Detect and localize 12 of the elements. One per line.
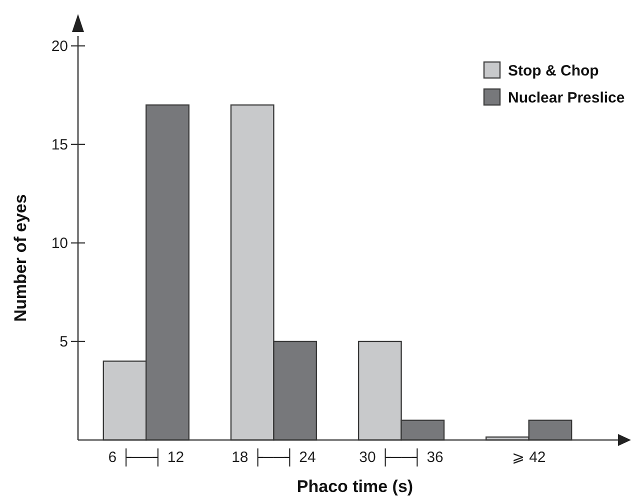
x-tick-label: 30 ├──┤ 36	[359, 448, 444, 467]
y-tick-label: 5	[60, 334, 68, 351]
y-axis-title: Number of eyes	[11, 194, 30, 322]
y-tick-label: 20	[51, 38, 68, 56]
x-tick-label: 18 ├──┤ 24	[232, 448, 316, 467]
y-tick-label: 15	[51, 136, 68, 154]
legend-label: Nuclear Preslice	[508, 89, 625, 106]
x-tick-label: ⩾ 42	[512, 449, 546, 466]
legend-label: Stop & Chop	[508, 62, 599, 80]
x-tick-label: 6 ├──┤ 12	[108, 448, 184, 467]
y-tick-label: 10	[51, 235, 68, 252]
x-axis-title: Phaco time (s)	[296, 477, 414, 496]
